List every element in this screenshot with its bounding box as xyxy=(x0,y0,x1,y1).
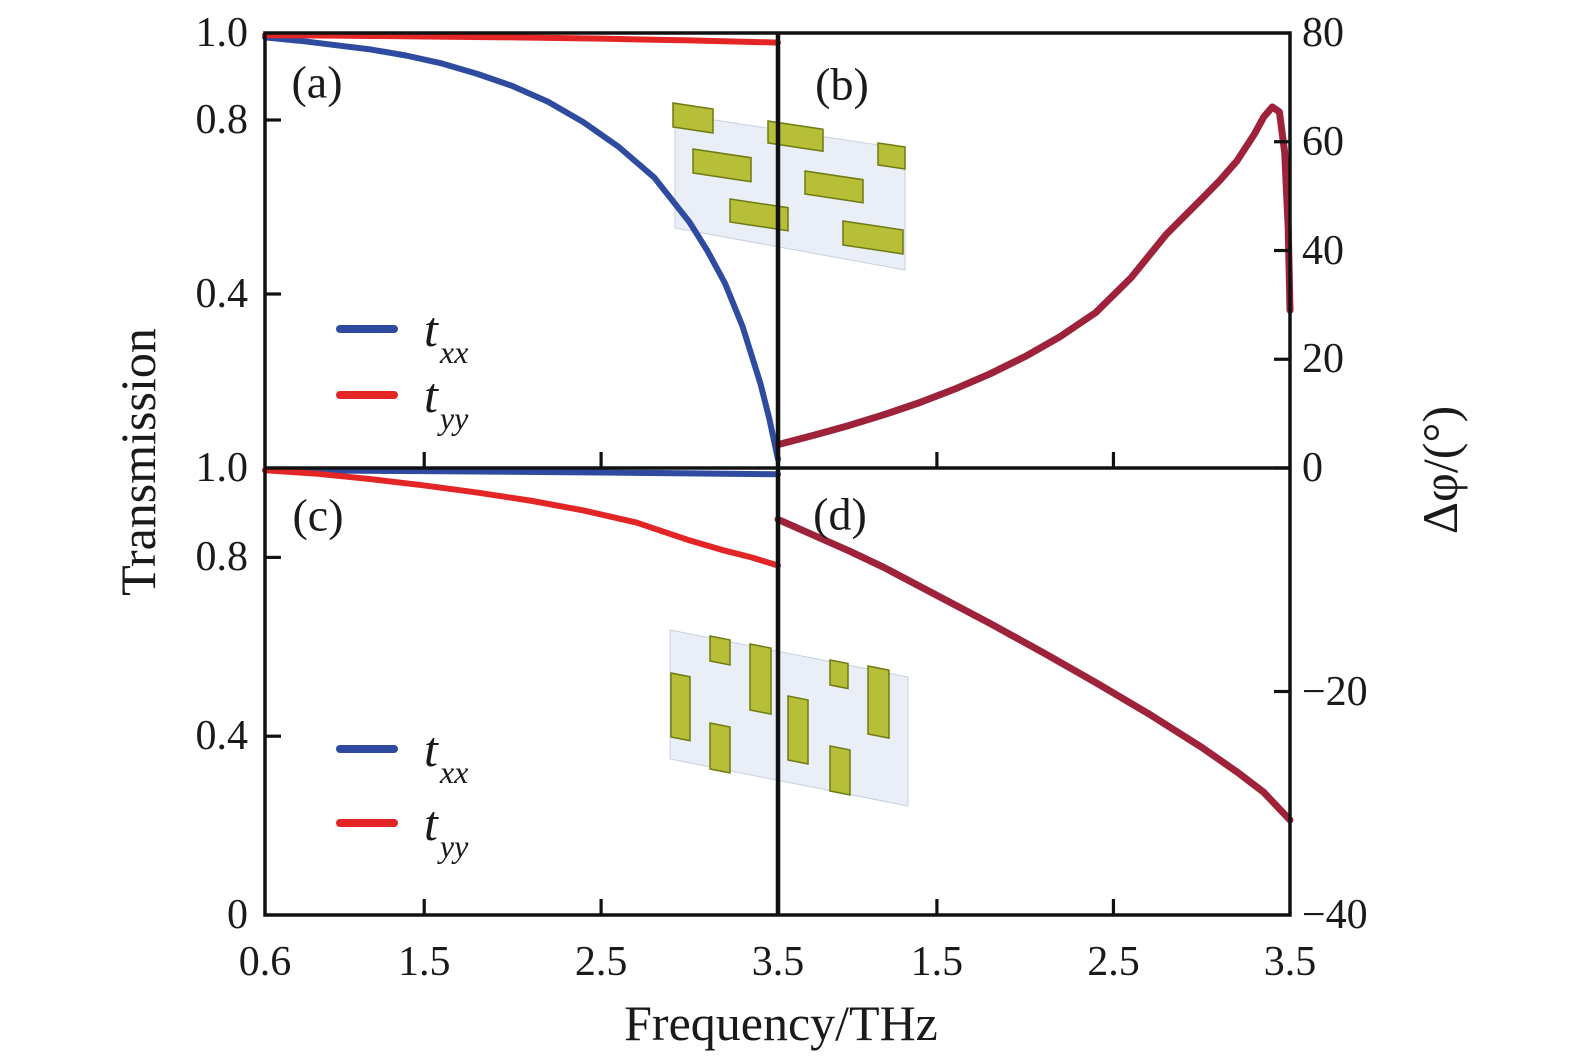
y-tick-label-left-c-0: 1.0 xyxy=(195,445,249,491)
y-tick-label-left-c-1: 0.8 xyxy=(195,534,249,581)
x-tick-label-c-1: 1.5 xyxy=(397,939,451,985)
curve-t_yy-panel-a xyxy=(262,32,781,46)
y-tick-label-left-a-0: 1.0 xyxy=(195,10,249,56)
y-tick-label-right-d-0: 0 xyxy=(1302,445,1323,491)
y-tick-label-right-b-0: 80 xyxy=(1302,10,1344,56)
right-axis-title: Δφ/(°) xyxy=(1412,405,1468,535)
x-tick-label-d-2: 3.5 xyxy=(1263,939,1317,985)
metasurface-inset-c-bar-4 xyxy=(867,665,890,740)
legend-c-tyy: tyy xyxy=(336,790,469,864)
curve-t_xx-panel-c xyxy=(262,467,781,478)
legend-c-tyy-label: tyy xyxy=(424,795,469,864)
panel-label-c: (c) xyxy=(292,489,344,541)
y-tick-label-left-a-1: 0.8 xyxy=(195,97,249,143)
y-tick-label-left-a-2: 0.4 xyxy=(195,271,249,317)
panel-label-d: (d) xyxy=(813,488,867,540)
x-tick-label-c-0: 0.6 xyxy=(238,939,292,985)
legend-c-txx-swatch xyxy=(336,745,398,753)
metasurface-inset-c-bar-0 xyxy=(709,635,731,666)
legend-a-txx-label: txx xyxy=(424,301,469,370)
panel-label-b: (b) xyxy=(815,58,869,110)
curve-t_xx-panel-a xyxy=(262,34,781,463)
metasurface-inset-c-bar-1 xyxy=(749,643,772,716)
panel-label-a: (a) xyxy=(291,56,343,108)
y-tick-label-right-d-2: −40 xyxy=(1302,892,1368,938)
y-tick-label-left-c-3: 0 xyxy=(227,892,248,938)
metasurface-inset-c-bar-3 xyxy=(829,659,849,690)
legend-c-tyy-swatch xyxy=(336,819,398,827)
metasurface-inset-a-bar-6 xyxy=(842,220,904,255)
y-tick-label-right-d-1: −20 xyxy=(1302,668,1368,715)
curve-delta_phi_bottom-panel-d xyxy=(774,515,1294,824)
legend-c-txx: txx xyxy=(336,716,469,790)
metasurface-inset-c-bar-7 xyxy=(829,745,851,796)
metasurface-inset-a-bar-4 xyxy=(804,170,864,204)
legend-a-tyy-label: tyy xyxy=(424,367,469,436)
x-tick-label-c-2: 2.5 xyxy=(574,939,628,985)
curve-t_yy-panel-c xyxy=(262,467,781,569)
y-tick-label-right-b-2: 40 xyxy=(1302,227,1344,274)
metasurface-inset-c xyxy=(669,629,909,807)
metasurface-inset-a-bar-3 xyxy=(692,148,752,183)
legend-c-txx-label: txx xyxy=(424,721,469,790)
legend-a-txx-swatch xyxy=(336,325,398,333)
legend-a-tyy-swatch xyxy=(336,391,398,399)
metasurface-inset-c-bar-2 xyxy=(670,672,691,742)
x-tick-label-c-3: 3.5 xyxy=(751,939,805,985)
metasurface-inset-c-bar-6 xyxy=(787,695,809,765)
legend-a-tyy: tyy xyxy=(336,362,469,436)
metasurface-inset-a-bar-1 xyxy=(767,120,824,153)
metasurface-inset-a-bar-5 xyxy=(729,198,789,232)
x-tick-label-d-0: 1.5 xyxy=(910,939,964,985)
y-tick-label-right-b-1: 60 xyxy=(1302,118,1344,165)
x-tick-label-d-1: 2.5 xyxy=(1087,939,1140,985)
y-tick-label-left-c-2: 0.4 xyxy=(195,713,249,760)
legend-a-txx: txx xyxy=(336,296,469,370)
y-tick-label-right-b-3: 20 xyxy=(1302,336,1344,383)
curve-delta_phi_top-panel-b xyxy=(774,103,1294,449)
metasurface-inset-a xyxy=(672,102,906,271)
metasurface-inset-a-bar-2 xyxy=(877,142,906,170)
metasurface-inset-c-bar-5 xyxy=(709,722,731,774)
x-axis-title: Frequency/THz xyxy=(624,995,938,1051)
metasurface-inset-a-bar-0 xyxy=(672,102,714,134)
